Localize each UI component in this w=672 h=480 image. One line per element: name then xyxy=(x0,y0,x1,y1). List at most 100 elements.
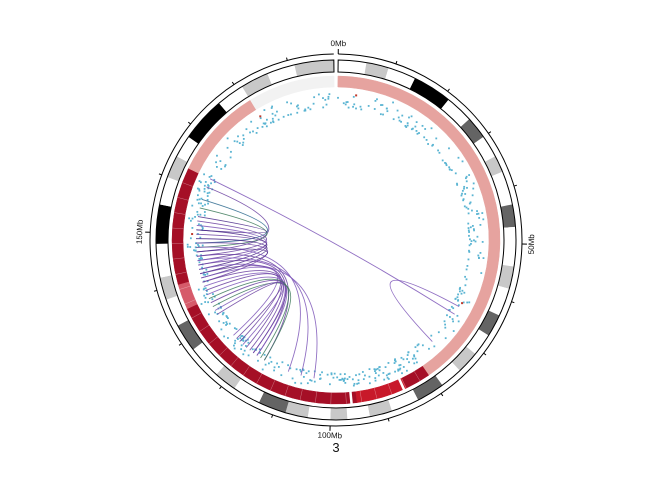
data-point xyxy=(200,197,203,200)
data-point xyxy=(399,364,402,366)
data-point xyxy=(460,292,463,295)
minor-tick xyxy=(447,88,450,92)
data-point xyxy=(203,214,206,217)
segment-separator xyxy=(374,388,378,399)
data-point xyxy=(467,222,470,225)
data-point xyxy=(290,102,292,105)
link-arc xyxy=(196,224,267,266)
data-point xyxy=(226,316,228,319)
data-point xyxy=(374,99,377,102)
ideogram-band xyxy=(388,389,419,412)
data-point xyxy=(233,344,235,347)
data-point xyxy=(400,120,402,123)
data-point xyxy=(433,345,436,348)
data-point xyxy=(234,342,236,345)
data-point xyxy=(353,382,356,385)
data-point xyxy=(304,109,307,112)
link-arc xyxy=(205,273,281,342)
data-point xyxy=(408,116,410,119)
data-point xyxy=(241,335,244,337)
data-point xyxy=(261,368,264,371)
segment-separator xyxy=(191,312,202,319)
data-point xyxy=(191,227,194,229)
data-point xyxy=(226,323,228,325)
data-point xyxy=(402,358,405,361)
data-point xyxy=(464,284,467,287)
data-point xyxy=(456,314,459,317)
data-point xyxy=(425,139,428,141)
data-point xyxy=(461,289,464,292)
data-point xyxy=(384,366,387,369)
data-point xyxy=(392,118,395,121)
data-point xyxy=(387,378,390,380)
data-point xyxy=(385,374,388,377)
link-arc xyxy=(196,198,268,244)
data-point xyxy=(321,371,323,374)
data-point xyxy=(201,227,204,230)
data-point xyxy=(206,199,209,201)
data-point xyxy=(300,382,303,385)
data-point xyxy=(200,303,203,305)
data-point xyxy=(441,159,444,162)
data-point xyxy=(198,257,201,260)
minor-tick xyxy=(219,386,222,390)
data-point xyxy=(220,168,223,170)
tick-label: 100Mb xyxy=(317,431,342,441)
data-point xyxy=(406,354,409,356)
data-point xyxy=(250,120,253,123)
data-point xyxy=(291,377,294,380)
data-point xyxy=(265,118,268,121)
data-point xyxy=(322,106,325,109)
ideogram-band xyxy=(478,310,500,336)
data-point xyxy=(461,160,464,163)
data-point xyxy=(199,181,202,184)
data-point xyxy=(307,370,310,373)
data-point xyxy=(207,187,210,190)
segment-separator xyxy=(315,391,317,403)
data-point xyxy=(197,202,200,205)
data-point xyxy=(362,378,365,381)
data-point xyxy=(407,351,410,354)
data-point xyxy=(375,368,377,371)
data-point xyxy=(204,181,207,183)
data-point xyxy=(398,119,401,122)
data-point xyxy=(458,290,461,293)
data-point xyxy=(197,245,200,248)
data-point xyxy=(210,182,212,185)
scatter-track xyxy=(186,93,485,387)
data-point xyxy=(450,169,453,172)
data-point xyxy=(196,213,199,216)
data-point xyxy=(203,211,206,213)
data-point xyxy=(204,301,207,303)
data-point xyxy=(219,160,222,163)
ideogram-band xyxy=(156,204,172,244)
data-point xyxy=(309,379,312,381)
segment-separator xyxy=(208,336,218,344)
data-point xyxy=(336,376,339,379)
data-point xyxy=(438,151,441,154)
link-arc xyxy=(196,207,268,248)
data-point xyxy=(309,108,312,111)
data-point xyxy=(454,298,457,300)
segment-gap xyxy=(349,391,353,405)
data-point xyxy=(368,368,371,371)
data-point xyxy=(277,118,280,121)
data-point xyxy=(342,378,344,381)
data-point xyxy=(472,228,475,231)
data-point xyxy=(424,128,427,130)
data-point xyxy=(210,175,213,177)
data-point xyxy=(270,360,273,363)
data-point xyxy=(205,268,208,271)
ideogram-band xyxy=(156,243,172,278)
data-point xyxy=(271,105,274,108)
data-point xyxy=(465,180,468,183)
data-point xyxy=(416,361,418,364)
data-point xyxy=(259,352,261,354)
data-point xyxy=(445,164,448,167)
data-point xyxy=(326,373,329,376)
data-point xyxy=(297,107,300,110)
data-point xyxy=(361,371,364,373)
data-point xyxy=(392,101,394,104)
data-point xyxy=(337,96,339,99)
data-point xyxy=(274,114,277,117)
